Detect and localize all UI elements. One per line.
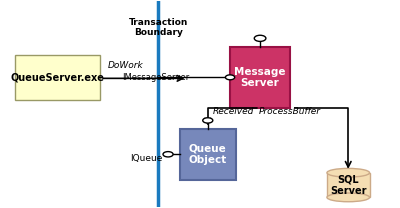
Text: Transaction
Boundary: Transaction Boundary (129, 18, 188, 37)
Circle shape (203, 118, 213, 123)
Text: ProcessBuffer: ProcessBuffer (259, 107, 321, 116)
FancyBboxPatch shape (15, 55, 100, 100)
Text: IQueue: IQueue (130, 154, 162, 163)
Text: Queue
Object: Queue Object (189, 144, 227, 165)
Circle shape (226, 75, 235, 80)
Text: QueueServer.exe: QueueServer.exe (11, 72, 104, 82)
FancyBboxPatch shape (327, 173, 370, 197)
Circle shape (254, 35, 266, 41)
FancyBboxPatch shape (230, 47, 290, 108)
Text: Received: Received (213, 107, 255, 116)
Ellipse shape (327, 168, 370, 177)
Text: DoWork: DoWork (108, 61, 143, 70)
Circle shape (163, 152, 173, 157)
Text: Message
Server: Message Server (234, 67, 286, 88)
Text: IMessageServer: IMessageServer (122, 73, 189, 82)
FancyBboxPatch shape (180, 129, 236, 180)
Text: SQL
Server: SQL Server (330, 174, 366, 196)
Ellipse shape (327, 193, 370, 202)
